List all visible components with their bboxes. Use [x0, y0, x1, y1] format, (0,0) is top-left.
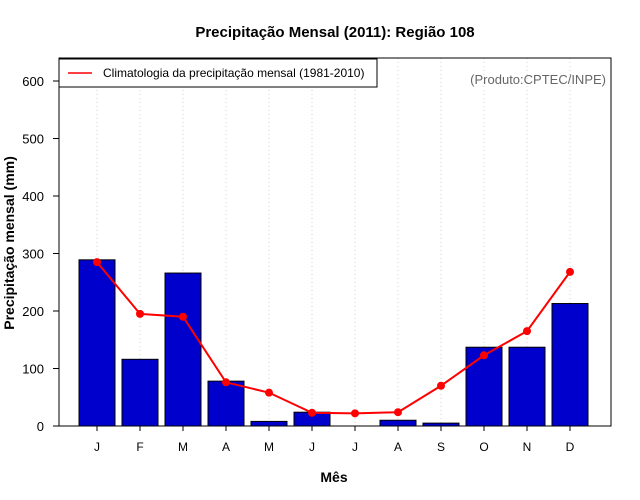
x-tick-label: M — [178, 440, 188, 454]
x-axis-title: Mês — [320, 469, 347, 485]
bar-11 — [509, 347, 545, 426]
y-tick-label: 100 — [22, 362, 44, 377]
climatology-point-2 — [136, 310, 144, 318]
bar-1 — [79, 260, 115, 426]
legend-entry-climatology: Climatologia da precipitação mensal (198… — [103, 66, 364, 80]
y-tick-label: 0 — [37, 419, 44, 434]
x-tick-label: F — [136, 440, 143, 454]
climatology-point-6 — [308, 409, 316, 417]
y-tick-label: 300 — [22, 247, 44, 262]
x-tick-label: J — [309, 440, 315, 454]
bar-2 — [122, 359, 158, 426]
source-annotation: (Produto:CPTEC/INPE) — [470, 72, 606, 87]
bar-12 — [552, 304, 588, 426]
bar-5 — [251, 421, 287, 426]
y-tick-label: 500 — [22, 132, 44, 147]
x-tick-label: S — [437, 440, 445, 454]
climatology-point-10 — [480, 351, 488, 359]
climatology-point-5 — [265, 389, 273, 397]
climatology-point-8 — [394, 408, 402, 416]
climatology-point-12 — [566, 268, 574, 276]
x-tick-label: A — [394, 440, 402, 454]
climatology-point-7 — [351, 409, 359, 417]
x-tick-label: A — [222, 440, 230, 454]
bar-4 — [208, 381, 244, 426]
legend: Climatologia da precipitação mensal (198… — [59, 59, 377, 87]
climatology-point-1 — [93, 258, 101, 266]
climatology-point-3 — [179, 313, 187, 321]
climatology-point-9 — [437, 382, 445, 390]
climatology-point-11 — [523, 327, 531, 335]
x-tick-label: J — [352, 440, 358, 454]
bar-3 — [165, 273, 201, 426]
x-tick-label: M — [264, 440, 274, 454]
chart-title: Precipitação Mensal (2011): Região 108 — [195, 24, 474, 41]
y-axis-title: Precipitação mensal (mm) — [1, 156, 17, 330]
climatology-point-4 — [222, 378, 230, 386]
y-tick-label: 600 — [22, 74, 44, 89]
chart: Precipitação Mensal (2011): Região 108 M… — [0, 0, 640, 500]
x-tick-label: N — [523, 440, 532, 454]
x-tick-label: O — [479, 440, 488, 454]
y-tick-label: 400 — [22, 189, 44, 204]
y-tick-label: 200 — [22, 304, 44, 319]
bar-8 — [380, 420, 416, 426]
x-tick-label: D — [566, 440, 575, 454]
x-tick-label: J — [94, 440, 100, 454]
